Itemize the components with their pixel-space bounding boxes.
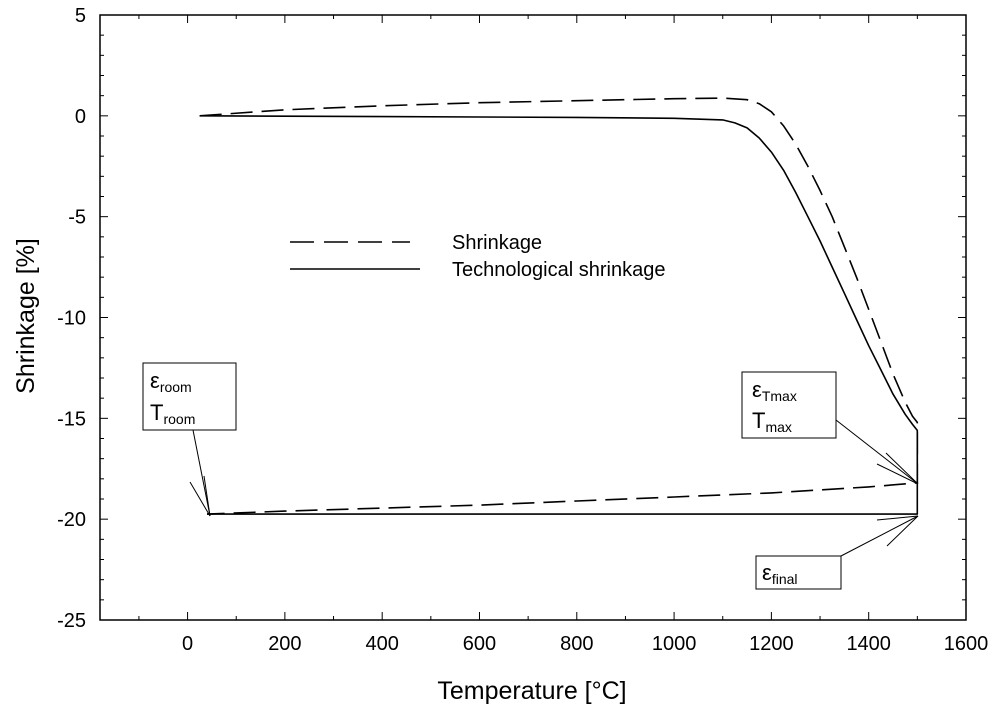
- series-layer: [199, 97, 919, 515]
- y-tick-label: 5: [75, 5, 86, 27]
- x-tick-label: 0: [182, 633, 193, 655]
- x-tick-labels: 0 200 400 600 800 1000 1200 1400 1600: [182, 633, 988, 655]
- x-tick-label: 400: [365, 633, 398, 655]
- y-tick-label: -20: [57, 509, 86, 531]
- annotation-final-box: [755, 555, 842, 590]
- annotation-tmax-line2: Tmax: [752, 408, 792, 435]
- x-tick-label: 600: [463, 633, 496, 655]
- annotation-room-line2: Troom: [150, 400, 195, 427]
- annotation-tmax: εTmax Tmax: [741, 371, 919, 485]
- x-tick-label: 1400: [846, 633, 891, 655]
- y-tick-label: -25: [57, 610, 86, 632]
- x-tick-label: 200: [268, 633, 301, 655]
- annotation-room-arrow: [189, 429, 211, 517]
- y-tick-label: -15: [57, 408, 86, 430]
- y-tick-label: -10: [57, 308, 86, 330]
- legend-label-technological-shrinkage: Technological shrinkage: [452, 259, 665, 281]
- annotation-final-line1: εfinal: [762, 560, 798, 587]
- x-tick-label: 800: [560, 633, 593, 655]
- annotation-room-box: [142, 362, 237, 431]
- x-tick-label: 1000: [652, 633, 697, 655]
- y-tick-label: -5: [68, 207, 86, 229]
- axis-ticks: [100, 14, 967, 621]
- legend-label-shrinkage: Shrinkage: [452, 232, 542, 254]
- legend: Shrinkage Technological shrinkage: [290, 232, 665, 281]
- plot-frame: [99, 14, 967, 621]
- annotation-final: εfinal: [755, 515, 919, 590]
- series-line-shrinkage: [199, 97, 919, 515]
- annotation-tmax-arrow: [835, 419, 919, 485]
- annotation-room-line1: εroom: [150, 368, 192, 395]
- series-line-technological-shrinkage: [199, 115, 919, 515]
- annotation-room: εroom Troom: [142, 362, 237, 517]
- annotation-final-arrow: [840, 515, 919, 557]
- x-axis-title: Temperature [°C]: [437, 677, 626, 705]
- x-tick-label: 1200: [749, 633, 794, 655]
- y-tick-label: 0: [75, 106, 86, 128]
- y-tick-labels: 5 0 -5 -10 -15 -20 -25: [57, 5, 86, 632]
- annotation-tmax-box: [741, 371, 837, 439]
- x-tick-label: 1600: [944, 633, 989, 655]
- y-axis-title: Shrinkage [%]: [12, 238, 40, 394]
- annotation-tmax-line1: εTmax: [752, 377, 797, 404]
